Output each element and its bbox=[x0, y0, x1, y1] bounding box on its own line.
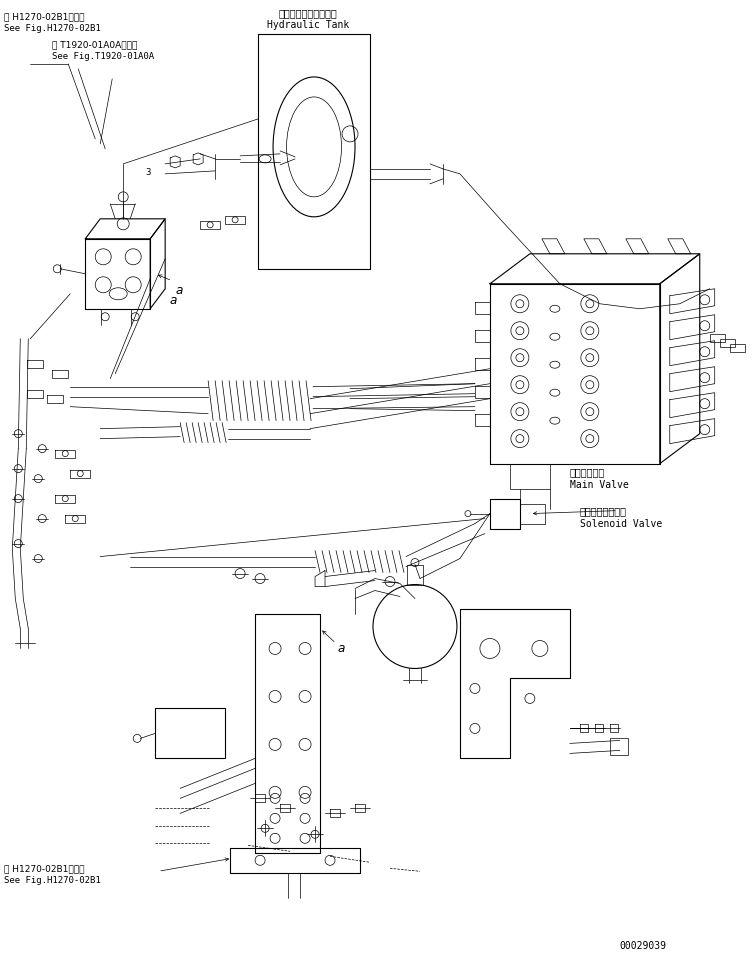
Bar bbox=[730, 344, 745, 353]
Text: 第 H1270-02B1図参照: 第 H1270-02B1図参照 bbox=[5, 863, 85, 872]
Text: Main Valve: Main Valve bbox=[570, 479, 629, 489]
Text: 第 H1270-02B1図参照: 第 H1270-02B1図参照 bbox=[5, 12, 85, 21]
Text: 00029039: 00029039 bbox=[620, 941, 667, 950]
Text: a: a bbox=[169, 294, 177, 307]
Text: Hydraulic Tank: Hydraulic Tank bbox=[267, 20, 349, 30]
Text: Solenoid Valve: Solenoid Valve bbox=[580, 518, 662, 528]
Text: ハイドロリックタンク: ハイドロリックタンク bbox=[279, 8, 337, 18]
Bar bbox=[155, 709, 225, 759]
Text: See Fig.H1270-02B1: See Fig.H1270-02B1 bbox=[5, 24, 101, 33]
Text: 第 T1920-01A0A図参照: 第 T1920-01A0A図参照 bbox=[52, 40, 138, 49]
Text: メインバルブ: メインバルブ bbox=[570, 467, 605, 477]
Bar bbox=[225, 216, 245, 225]
Text: See Fig.T1920-01A0A: See Fig.T1920-01A0A bbox=[52, 51, 154, 61]
Text: 3: 3 bbox=[145, 168, 151, 176]
Bar bbox=[610, 739, 628, 756]
Text: a: a bbox=[175, 283, 183, 296]
Bar bbox=[720, 339, 735, 347]
Bar bbox=[200, 222, 220, 230]
Text: See Fig.H1270-02B1: See Fig.H1270-02B1 bbox=[5, 876, 101, 884]
Bar bbox=[710, 335, 724, 342]
Text: a: a bbox=[338, 641, 346, 655]
Text: ソレノイドバルブ: ソレノイドバルブ bbox=[580, 506, 626, 517]
